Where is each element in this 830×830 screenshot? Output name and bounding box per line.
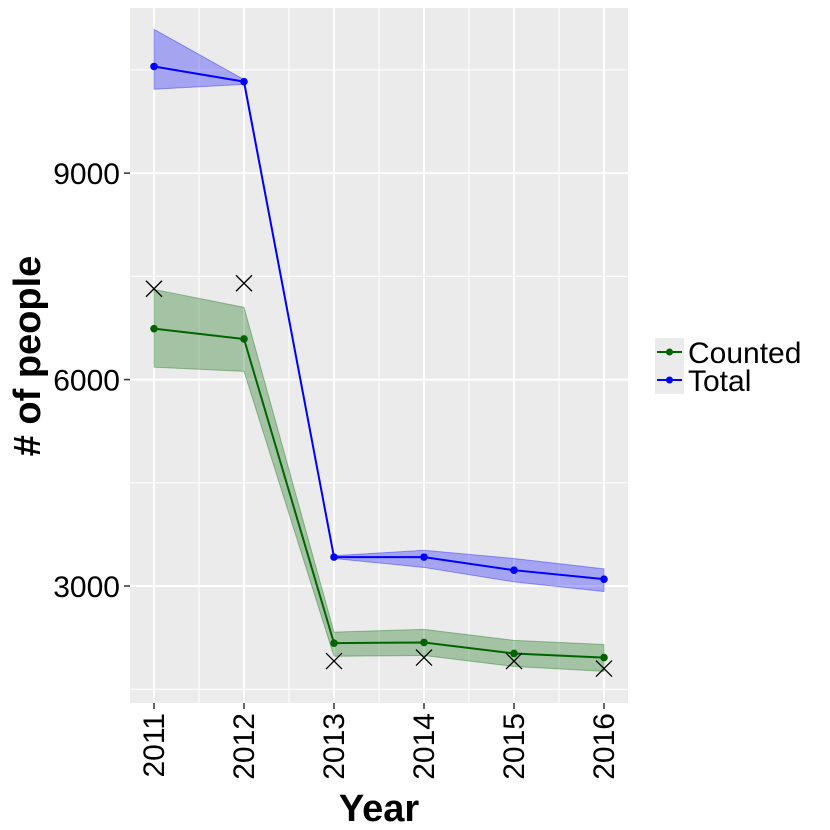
x-axis-title: Year — [339, 788, 420, 830]
point-total — [510, 566, 518, 574]
point-total — [420, 553, 428, 561]
x-marker — [145, 280, 163, 298]
x-tick-label: 2016 — [588, 713, 621, 780]
point-total — [330, 553, 338, 561]
y-tick-label: 3000 — [53, 571, 120, 604]
x-tick-label: 2013 — [318, 713, 351, 780]
x-tick-label: 2011 — [138, 713, 171, 778]
x-marker — [505, 652, 523, 670]
x-axis-ticks: 2011 2012 2013 2014 2015 2016 — [138, 703, 621, 780]
point-total — [600, 575, 608, 583]
point-counted — [240, 335, 248, 343]
legend-label-total: Total — [688, 365, 751, 398]
point-counted — [150, 324, 158, 333]
point-total — [150, 62, 158, 71]
x-marker — [325, 652, 343, 670]
x-marker — [415, 649, 433, 667]
point-total — [240, 77, 248, 86]
legend-label-counted: Counted — [688, 337, 801, 370]
x-tick-label: 2012 — [228, 713, 261, 780]
point-counted — [330, 639, 338, 647]
y-axis-title: # of people — [7, 256, 49, 457]
x-marker — [595, 660, 613, 678]
line-counted — [153, 327, 605, 659]
minor-gridlines — [130, 8, 628, 703]
legend-point-total — [666, 376, 673, 384]
line-total — [153, 65, 605, 581]
point-counted — [420, 638, 428, 647]
x-tick-label: 2015 — [498, 713, 531, 780]
legend: Counted Total — [655, 337, 801, 398]
x-tick-label: 2014 — [408, 713, 441, 780]
series-points — [150, 62, 608, 662]
point-counted — [600, 653, 608, 662]
x-markers — [145, 274, 613, 678]
point-counted — [510, 649, 518, 658]
legend-point-counted — [666, 348, 673, 356]
series-lines — [153, 65, 605, 659]
y-tick-label: 6000 — [53, 365, 120, 398]
x-marker — [235, 274, 253, 292]
major-gridlines — [130, 8, 628, 703]
y-tick-label: 9000 — [53, 158, 120, 191]
ribbon-counted — [153, 288, 605, 672]
y-axis-ticks: 3000 6000 9000 — [53, 158, 130, 604]
